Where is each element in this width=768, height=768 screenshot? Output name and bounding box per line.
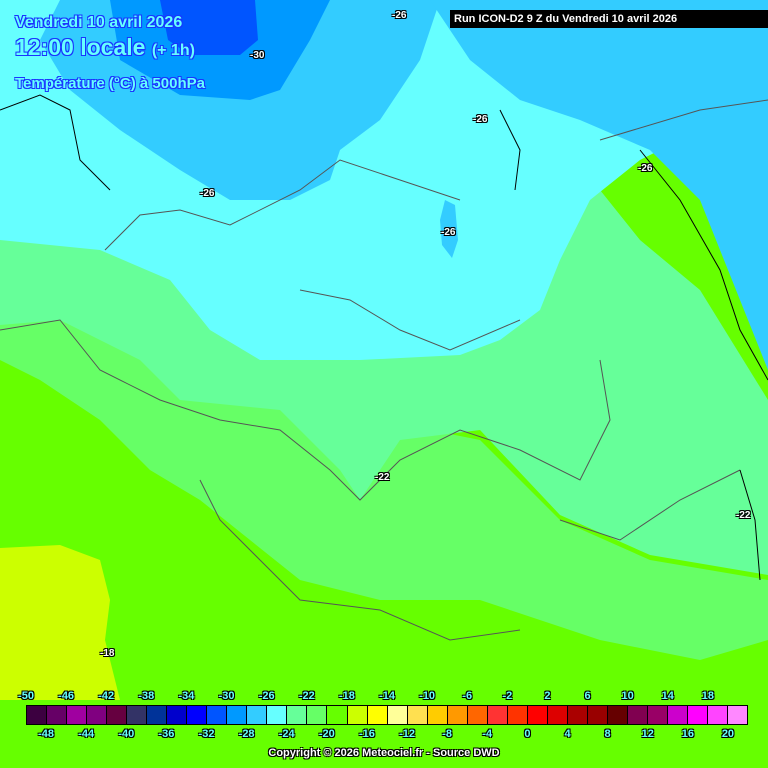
zone-minus30 (160, 0, 258, 55)
legend-swatch (87, 706, 108, 724)
legend-tick-bottom: -32 (198, 728, 215, 740)
isoline-label: -22 (736, 510, 751, 521)
legend-swatch (247, 706, 268, 724)
time-offset: (+ 1h) (151, 42, 195, 59)
legend-swatch (347, 706, 368, 724)
legend-tick-bottom: -36 (158, 728, 175, 740)
isoline-label: -26 (473, 114, 488, 125)
legend-tick-bottom: 4 (564, 728, 571, 740)
legend-swatch (167, 706, 188, 724)
color-legend (26, 705, 748, 725)
isoline-label: -22 (375, 472, 390, 483)
legend-tick-bottom: -44 (78, 728, 95, 740)
zone-minus26-lake (440, 200, 458, 258)
time-label: 12:00 locale (15, 34, 146, 60)
isoline-label: -26 (441, 227, 456, 238)
legend-swatch (668, 706, 689, 724)
legend-swatch (627, 706, 648, 724)
legend-swatch (27, 706, 48, 724)
coastline (0, 94, 768, 581)
forecast-date: Vendredi 10 avril 2026 (15, 14, 183, 31)
run-banner: Run ICON-D2 9 Z du Vendredi 10 avril 202… (450, 10, 768, 28)
legend-swatch (647, 706, 668, 724)
legend-swatch (407, 706, 428, 724)
zone-minus16 (0, 545, 120, 700)
legend-tick-top: -26 (258, 690, 275, 702)
legend-swatch (287, 706, 308, 724)
isoline-label: -26 (638, 163, 653, 174)
legend-tick-top: -42 (98, 690, 115, 702)
legend-tick-bottom: 8 (604, 728, 611, 740)
legend-swatch (327, 706, 348, 724)
legend-swatch (527, 706, 548, 724)
isoline-label: -26 (200, 188, 215, 199)
legend-tick-bottom: 0 (524, 728, 531, 740)
legend-swatch (607, 706, 628, 724)
legend-tick-bottom: 20 (721, 728, 735, 740)
legend-tick-bottom: -16 (358, 728, 375, 740)
forecast-time: 12:00 locale (+ 1h) (15, 34, 195, 64)
legend-swatch (207, 706, 228, 724)
legend-tick-top: -14 (379, 690, 395, 702)
legend-swatch (187, 706, 208, 724)
parameter-title: Température (°C) à 500hPa (15, 75, 205, 92)
legend-swatch (227, 706, 248, 724)
zone-minus26-right (430, 0, 768, 370)
legend-tick-bottom: -48 (38, 728, 54, 740)
legend-tick-bottom: 16 (681, 728, 694, 740)
legend-swatch (387, 706, 408, 724)
legend-swatch (147, 706, 168, 724)
copyright: Copyright © 2026 Meteociel.fr - Source D… (268, 747, 500, 759)
legend-swatch (47, 706, 68, 724)
legend-tick-top: -38 (138, 690, 155, 702)
legend-tick-bottom: -20 (318, 728, 335, 740)
legend-swatch (708, 706, 729, 724)
legend-swatch (367, 706, 388, 724)
legend-swatch (507, 706, 528, 724)
legend-tick-bottom: -28 (238, 728, 255, 740)
legend-tick-top: 6 (584, 690, 591, 702)
legend-swatch (107, 706, 128, 724)
legend-swatch (307, 706, 328, 724)
legend-swatch (487, 706, 508, 724)
legend-tick-top: 14 (661, 690, 674, 702)
legend-tick-bottom: -40 (118, 728, 135, 740)
legend-tick-top: -10 (419, 690, 436, 702)
legend-swatch (67, 706, 88, 724)
legend-swatch (447, 706, 468, 724)
legend-swatch (728, 706, 748, 724)
legend-swatch (427, 706, 448, 724)
legend-swatch (267, 706, 288, 724)
legend-swatch (127, 706, 148, 724)
legend-tick-top: -18 (338, 690, 355, 702)
legend-tick-top: -22 (298, 690, 315, 702)
legend-tick-top: -2 (502, 690, 513, 702)
legend-tick-bottom: -12 (399, 728, 415, 740)
legend-tick-top: 10 (621, 690, 634, 702)
legend-tick-bottom: 12 (641, 728, 654, 740)
isoline-label: -26 (392, 10, 407, 21)
legend-swatch (467, 706, 488, 724)
legend-tick-top: 2 (544, 690, 551, 702)
legend-tick-top: -50 (18, 690, 34, 702)
legend-tick-bottom: -4 (482, 728, 493, 740)
legend-swatch (688, 706, 709, 724)
legend-swatch (567, 706, 588, 724)
legend-tick-top: -6 (462, 690, 473, 702)
legend-swatch (587, 706, 608, 724)
legend-tick-bottom: -8 (442, 728, 453, 740)
legend-tick-bottom: -24 (278, 728, 295, 740)
legend-swatch (547, 706, 568, 724)
legend-tick-top: -30 (218, 690, 235, 702)
isoline-label: -18 (100, 648, 115, 659)
legend-tick-top: 18 (701, 690, 714, 702)
borders (0, 99, 768, 641)
legend-tick-top: -34 (178, 690, 195, 702)
isoline-label: -30 (250, 50, 265, 61)
legend-tick-top: -46 (58, 690, 75, 702)
